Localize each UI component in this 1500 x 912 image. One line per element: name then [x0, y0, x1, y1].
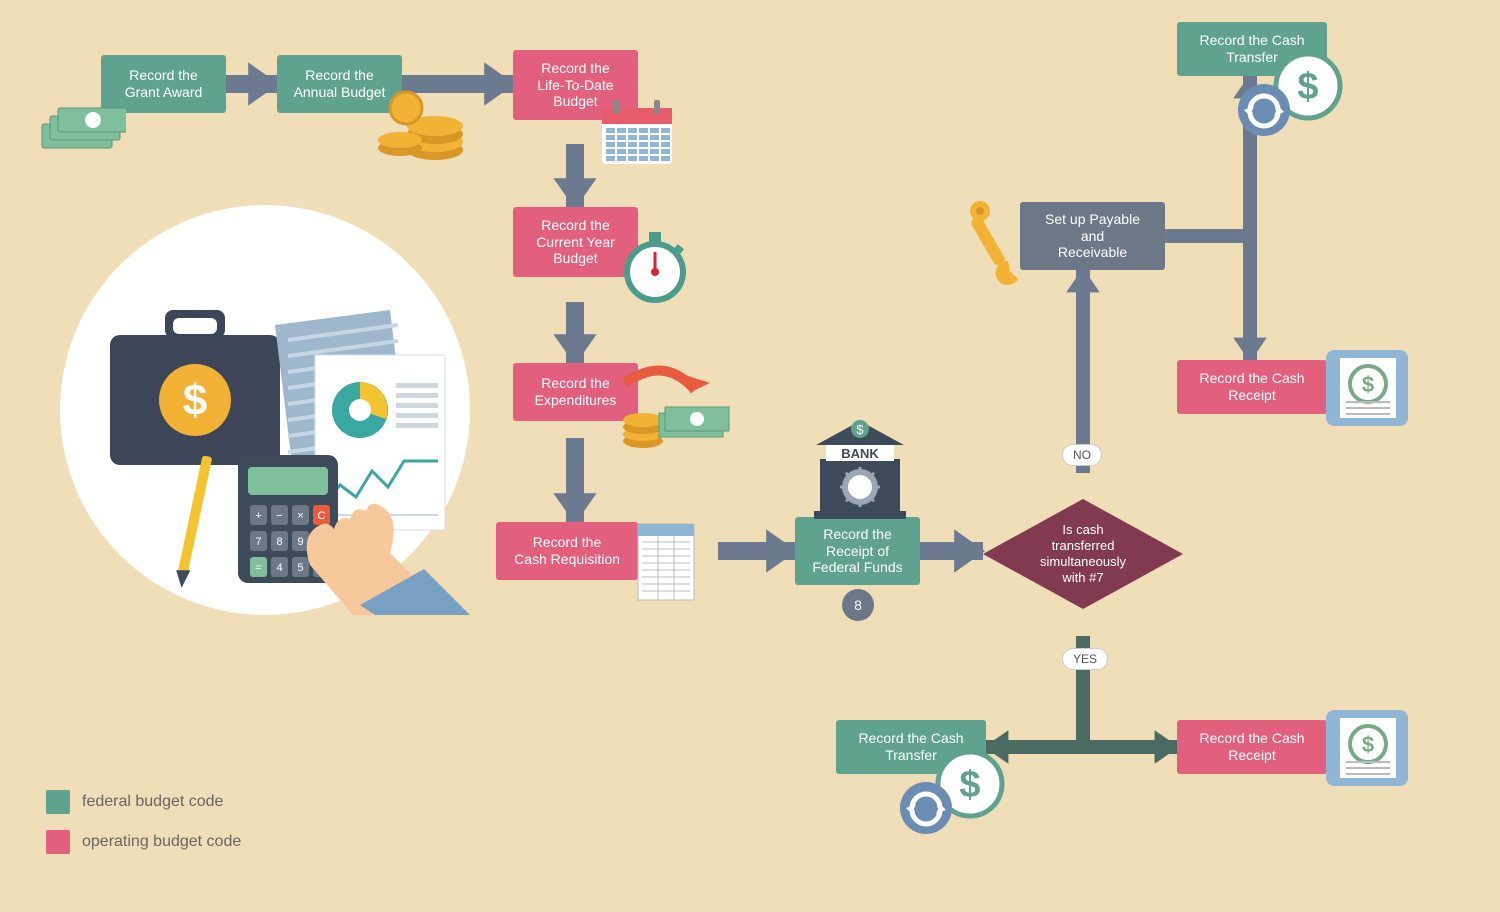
svg-text:4: 4 — [276, 562, 282, 574]
svg-text:=: = — [255, 562, 261, 574]
svg-text:8: 8 — [276, 536, 282, 548]
svg-text:7: 7 — [255, 536, 261, 548]
dollar-refresh-icon: $ — [892, 750, 1012, 840]
svg-text:$: $ — [1297, 66, 1318, 108]
svg-text:BANK: BANK — [841, 446, 879, 461]
legend-label: federal budget code — [82, 793, 223, 811]
cash-icon — [36, 96, 126, 154]
requisition-doc-icon — [632, 520, 702, 606]
dollar-refresh-icon: $ — [1230, 52, 1350, 142]
svg-text:×: × — [297, 510, 303, 522]
expenditures-icon — [615, 365, 745, 465]
legend-label: operating budget code — [82, 833, 241, 851]
coins-icon — [370, 90, 480, 170]
svg-text:+: + — [255, 510, 261, 522]
bank-icon: BANK $ — [800, 415, 920, 525]
svg-text:$: $ — [1362, 372, 1374, 397]
badge-8: 8 — [842, 589, 874, 621]
svg-text:$: $ — [856, 422, 864, 437]
node-label: Record the Current Year Budget — [536, 217, 615, 267]
node-label: Set up Payable and Receivable — [1045, 211, 1140, 261]
finance-illustration: $ +−×C789÷=456 — [60, 205, 470, 615]
legend-swatch — [46, 790, 70, 814]
node-label: Record the Receipt of Federal Funds — [812, 526, 902, 576]
node-cashreq: Record the Cash Requisition — [496, 522, 638, 580]
receipt-scroll-icon: $ — [1320, 700, 1420, 796]
node-label: Record the Cash Receipt — [1199, 730, 1304, 764]
legend-swatch — [46, 830, 70, 854]
node-label: Record the Cash Receipt — [1199, 370, 1304, 404]
legend-item: federal budget code — [46, 790, 223, 814]
decision-label: Is cash transferred simultaneously with … — [1040, 522, 1126, 587]
node-cashrecBot: Record the Cash Receipt — [1177, 720, 1327, 774]
node-cashrecTop: Record the Cash Receipt — [1177, 360, 1327, 414]
decision-node: Is cash transferred simultaneously with … — [983, 499, 1183, 609]
svg-text:9: 9 — [297, 536, 303, 548]
node-label: Record the Grant Award — [125, 67, 203, 101]
no-label: NO — [1062, 444, 1102, 466]
legend-item: operating budget code — [46, 830, 241, 854]
svg-text:C: C — [318, 510, 326, 522]
svg-text:$: $ — [959, 764, 980, 806]
stopwatch-icon — [620, 228, 690, 306]
svg-text:−: − — [276, 510, 282, 522]
node-receipt: Record the Receipt of Federal Funds — [795, 517, 920, 585]
calendar-icon — [598, 98, 676, 170]
yes-label: YES — [1062, 648, 1108, 670]
node-label: Record the Cash Requisition — [514, 534, 620, 568]
receipt-scroll-icon: $ — [1320, 340, 1420, 436]
svg-text:$: $ — [1362, 732, 1374, 757]
svg-text:5: 5 — [297, 562, 303, 574]
wrench-icon — [960, 195, 1040, 285]
node-label: Record the Expenditures — [535, 375, 617, 409]
svg-text:$: $ — [183, 376, 207, 425]
node-payable: Set up Payable and Receivable — [1020, 202, 1165, 270]
